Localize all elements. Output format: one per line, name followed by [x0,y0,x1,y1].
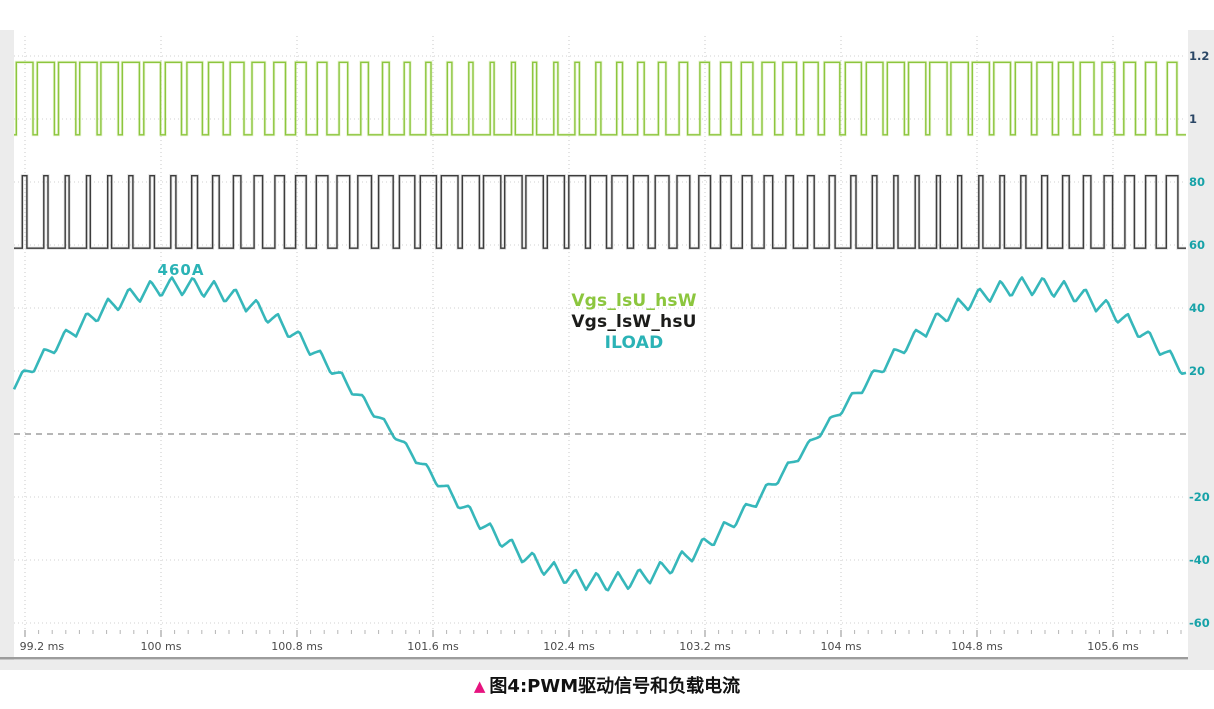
right-axis-label: -20 [1189,490,1210,504]
load-current-trace [12,276,1187,592]
plot-bottom-margin [0,660,1214,670]
x-tick-label: 104 ms [820,640,862,653]
legend-entry-Vgs_lsW_hsU: Vgs_lsW_hsU [571,312,697,332]
peak-current-annotation: 460A [157,261,205,279]
x-tick-label: 100 ms [140,640,182,653]
right-axis-label: 1.2 [1189,49,1209,63]
pwm-trace-shadow-Vgs_lsW_hsU [14,174,1186,250]
right-axis-label: 20 [1189,364,1205,378]
caption-text: 图4:PWM驱动信号和负载电流 [489,676,741,697]
right-axis-label: -60 [1189,616,1210,630]
x-tick-label: 101.6 ms [407,640,459,653]
right-axis-label: -40 [1189,553,1210,567]
caption-triangle-icon: ▲ [473,676,486,695]
pwm-trace-Vgs_lsU_hsW [14,61,1186,136]
right-axis-label: 1 [1189,112,1197,126]
right-axis-label: 80 [1189,175,1205,189]
x-tick-label: 102.4 ms [543,640,595,653]
x-axis-line [0,657,1188,660]
legend: Vgs_lsU_hsW Vgs_lsW_hsU ILOAD [538,291,730,354]
right-axis-label: 40 [1189,301,1205,315]
right-axis-label: 60 [1189,238,1205,252]
x-tick-label: 105.6 ms [1087,640,1139,653]
waveform-plot: 1.2 1 80 60 40 20 -20 -40 -60 [0,30,1214,660]
figure-caption: ▲ 图4:PWM驱动信号和负载电流 [0,672,1214,698]
x-tick-label: 99.2 ms [19,640,65,653]
legend-entry-ILOAD: ILOAD [604,333,664,353]
x-tick-label: 103.2 ms [679,640,731,653]
x-tick-label: 100.8 ms [271,640,323,653]
legend-entry-Vgs_lsU_hsW: Vgs_lsU_hsW [571,291,697,311]
plot-left-margin [0,30,14,660]
plot-right-margin [1188,30,1214,660]
pwm-trace-Vgs_lsW_hsU [14,175,1186,249]
x-tick-label: 104.8 ms [951,640,1003,653]
